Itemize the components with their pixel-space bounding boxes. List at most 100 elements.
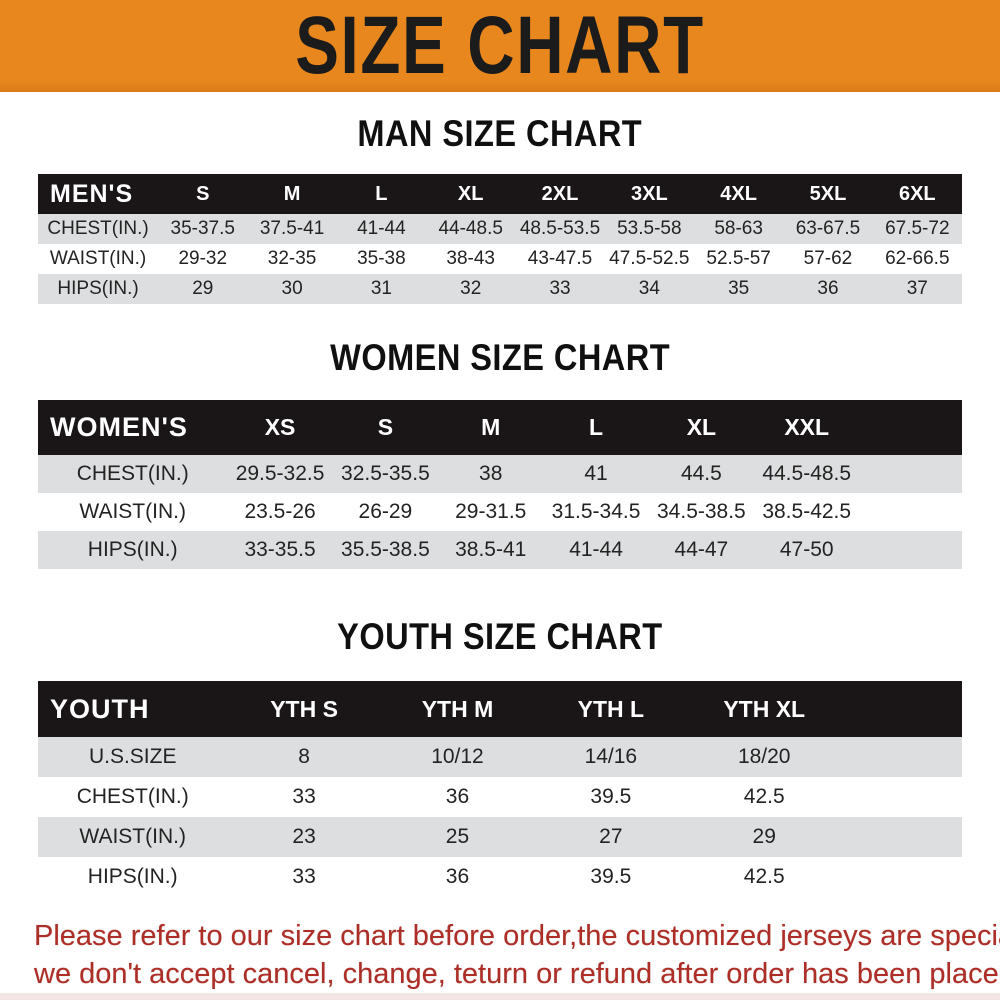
table-cell: 33 <box>292 865 316 888</box>
notice-line-2: we don't accept cancel, change, teturn o… <box>34 958 1000 990</box>
table-cell: 26-29 <box>358 500 413 523</box>
spacer-cell <box>859 455 962 493</box>
row-label: HIPS(IN.) <box>57 278 139 299</box>
spacer-cell <box>859 493 962 531</box>
table-row: CHEST(IN.) 35-37.5 37.5-41 41-44 44-48.5 48.5… <box>38 214 962 244</box>
women-size-section: WOMEN SIZE CHART WOMEN'S XS S M L XL XXL CHEST(… <box>0 337 1000 569</box>
table-cell: 33 <box>292 785 316 808</box>
table-cell: 36 <box>445 785 470 808</box>
row-label: HIPS(IN.) <box>87 538 178 561</box>
table-corner-label: YOUTH <box>50 693 150 724</box>
table-cell: 32 <box>460 278 482 299</box>
column-header: 3XL <box>630 182 668 205</box>
column-header: XL <box>686 414 717 440</box>
notice-line-1: Please refer to our size chart before or… <box>34 920 1000 952</box>
women-section-heading: WOMEN SIZE CHART <box>0 337 1000 378</box>
table-cell: 39.5 <box>590 785 632 808</box>
table-cell: 47.5-52.5 <box>609 248 690 269</box>
row-label: CHEST(IN.) <box>47 218 149 239</box>
spacer-cell <box>841 817 962 857</box>
table-cell: 58-63 <box>714 218 763 239</box>
column-header: S <box>196 182 210 205</box>
table-row: WAIST(IN.) 23.5-26 26-29 29-31.5 31.5-34.5 34… <box>38 493 962 531</box>
banner: SIZE CHART <box>0 0 1000 92</box>
table-row: CHEST(IN.) 33 36 39.5 42.5 <box>38 777 962 817</box>
table-cell: 44-48.5 <box>438 218 503 239</box>
table-cell: 35-37.5 <box>170 218 235 239</box>
column-header: XXL <box>784 414 830 440</box>
table-row: HIPS(IN.) 33-35.5 35.5-38.5 38.5-41 41-44 44-… <box>38 531 962 569</box>
table-cell: 36 <box>445 865 470 888</box>
row-label: WAIST(IN.) <box>49 248 147 269</box>
spacer-cell <box>859 400 962 455</box>
banner-title: SIZE CHART <box>295 0 705 91</box>
column-header: 6XL <box>898 182 936 205</box>
row-label: WAIST(IN.) <box>79 500 186 523</box>
table-cell: 32-35 <box>267 248 317 269</box>
table-cell: 29 <box>752 825 776 848</box>
table-cell: 48.5-53.5 <box>519 218 601 239</box>
table-cell: 38.5-41 <box>455 538 527 561</box>
column-header: YTH XL <box>723 695 806 722</box>
table-corner-label: WOMEN'S <box>50 412 188 442</box>
column-header: S <box>377 414 394 440</box>
table-cell: 38 <box>479 462 503 485</box>
table-cell: 53.5-58 <box>617 218 682 239</box>
table-row: WAIST(IN.) 23 25 27 29 <box>38 817 962 857</box>
table-cell: 57-62 <box>803 248 853 269</box>
table-header-row: YOUTH YTH S YTH M YTH L YTH XL <box>38 681 962 737</box>
table-cell: 42.5 <box>743 785 785 808</box>
table-cell: 52.5-57 <box>706 248 771 269</box>
table-cell: 23 <box>292 825 316 848</box>
table-cell: 43-47.5 <box>527 248 593 269</box>
table-cell: 38.5-42.5 <box>762 500 852 523</box>
table-cell: 23.5-26 <box>244 500 316 523</box>
column-header: 5XL <box>809 182 847 205</box>
column-header: XS <box>264 414 296 440</box>
table-cell: 29.5-32.5 <box>235 462 325 485</box>
table-cell: 32.5-35.5 <box>341 462 430 485</box>
men-section-heading-text: MAN SIZE CHART <box>357 113 643 154</box>
table-cell: 44.5 <box>680 462 722 485</box>
table-corner-label: MEN'S <box>50 179 134 208</box>
table-cell: 38-43 <box>446 248 495 269</box>
table-cell: 35.5-38.5 <box>341 538 430 561</box>
table-cell: 35 <box>728 278 750 299</box>
table-cell: 18/20 <box>737 745 791 768</box>
table-row: HIPS(IN.) 29 30 31 32 33 34 35 36 37 <box>38 274 962 304</box>
table-row: CHEST(IN.) 29.5-32.5 32.5-35.5 38 41 44.5 44.5… <box>38 455 962 493</box>
column-header: 2XL <box>541 182 579 205</box>
table-cell: 41 <box>584 462 608 485</box>
spacer-cell <box>841 737 962 777</box>
women-size-table: WOMEN'S XS S M L XL XXL CHEST(IN.) 29.5-32.5 32.5… <box>38 400 962 569</box>
table-cell: 10/12 <box>431 745 484 768</box>
table-cell: 29 <box>192 278 214 299</box>
table-cell: 33-35.5 <box>244 538 316 561</box>
table-cell: 41-44 <box>357 218 406 239</box>
table-row: WAIST(IN.) 29-32 32-35 35-38 38-43 43-47.5 47.… <box>38 244 962 274</box>
table-cell: 27 <box>599 825 623 848</box>
men-section-heading: MAN SIZE CHART <box>0 113 1000 154</box>
column-header: L <box>589 414 604 440</box>
spacer-cell <box>841 857 962 897</box>
table-cell: 39.5 <box>590 865 632 888</box>
column-header: L <box>375 182 388 205</box>
table-cell: 42.5 <box>743 865 785 888</box>
men-size-section: MAN SIZE CHART MEN'S S M L XL 2XL 3XL 4XL 5XL 6XL… <box>0 113 1000 304</box>
table-cell: 33 <box>549 278 571 299</box>
table-cell: 47-50 <box>779 538 834 561</box>
footer-notice: Please refer to our size chart before or… <box>34 917 1000 993</box>
column-header: M <box>481 414 501 440</box>
column-header: YTH S <box>270 695 338 722</box>
spacer-cell <box>859 531 962 569</box>
table-cell: 41-44 <box>569 538 623 561</box>
column-header: XL <box>457 182 484 205</box>
women-section-heading-text: WOMEN SIZE CHART <box>330 337 670 378</box>
table-cell: 63-67.5 <box>795 218 861 239</box>
table-cell: 36 <box>817 278 839 299</box>
table-cell: 14/16 <box>584 745 638 768</box>
table-cell: 44.5-48.5 <box>762 462 852 485</box>
table-cell: 8 <box>298 745 310 768</box>
table-cell: 25 <box>445 825 470 848</box>
